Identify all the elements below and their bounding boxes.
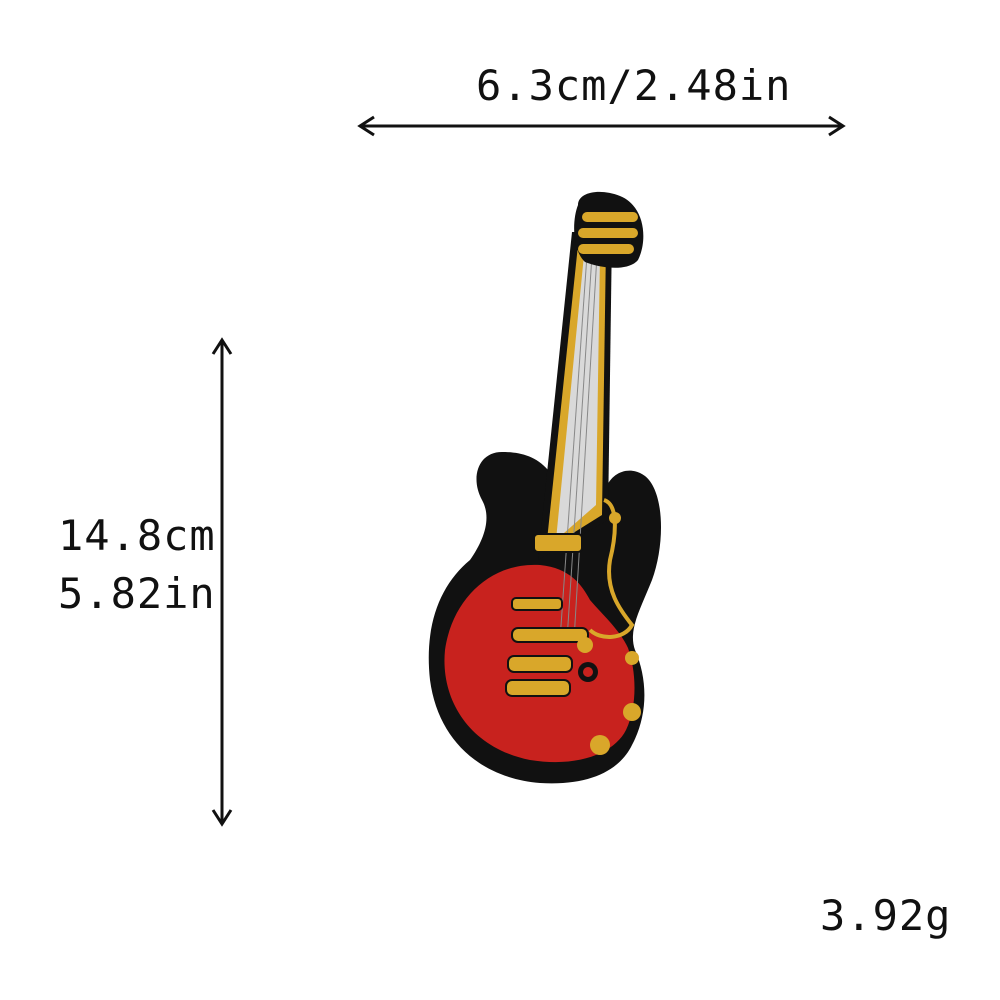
weight-label: 3.92g: [820, 891, 952, 940]
height-dimension-in-label: 5.82in: [58, 569, 216, 618]
tuning-pegs: [578, 212, 638, 254]
control-knobs: [577, 512, 641, 755]
guitar-patch-icon: [428, 191, 662, 784]
width-arrow: [357, 115, 846, 137]
height-dimension-cm-label: 14.8cm: [58, 511, 216, 560]
guitar-strings: [559, 254, 598, 641]
guitar-hardware: [505, 533, 589, 697]
width-dimension-label: 6.3cm/2.48in: [476, 61, 792, 110]
height-arrow: [211, 337, 233, 827]
guitar-fretboard: [556, 255, 600, 540]
